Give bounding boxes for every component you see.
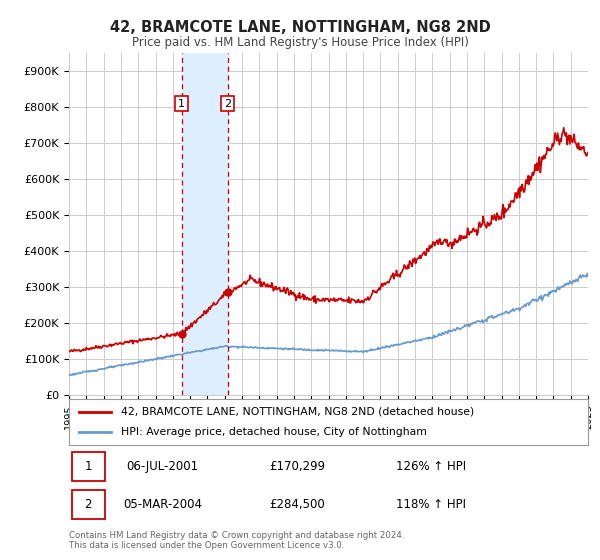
Bar <box>182 53 227 395</box>
Text: £284,500: £284,500 <box>269 498 325 511</box>
Text: Price paid vs. HM Land Registry's House Price Index (HPI): Price paid vs. HM Land Registry's House … <box>131 36 469 49</box>
Text: 118% ↑ HPI: 118% ↑ HPI <box>396 498 466 511</box>
Text: 42, BRAMCOTE LANE, NOTTINGHAM, NG8 2ND: 42, BRAMCOTE LANE, NOTTINGHAM, NG8 2ND <box>110 20 490 35</box>
Text: 42, BRAMCOTE LANE, NOTTINGHAM, NG8 2ND (detached house): 42, BRAMCOTE LANE, NOTTINGHAM, NG8 2ND (… <box>121 407 474 417</box>
Text: 1: 1 <box>178 99 185 109</box>
Text: HPI: Average price, detached house, City of Nottingham: HPI: Average price, detached house, City… <box>121 427 427 437</box>
Bar <box>71 452 106 480</box>
Text: Contains HM Land Registry data © Crown copyright and database right 2024.
This d: Contains HM Land Registry data © Crown c… <box>69 530 404 550</box>
Text: 06-JUL-2001: 06-JUL-2001 <box>127 460 199 473</box>
Text: 05-MAR-2004: 05-MAR-2004 <box>123 498 202 511</box>
Text: 2: 2 <box>85 498 92 511</box>
Bar <box>71 491 106 519</box>
Text: 126% ↑ HPI: 126% ↑ HPI <box>396 460 466 473</box>
Text: 1: 1 <box>85 460 92 473</box>
Text: 2: 2 <box>224 99 231 109</box>
Text: £170,299: £170,299 <box>269 460 325 473</box>
